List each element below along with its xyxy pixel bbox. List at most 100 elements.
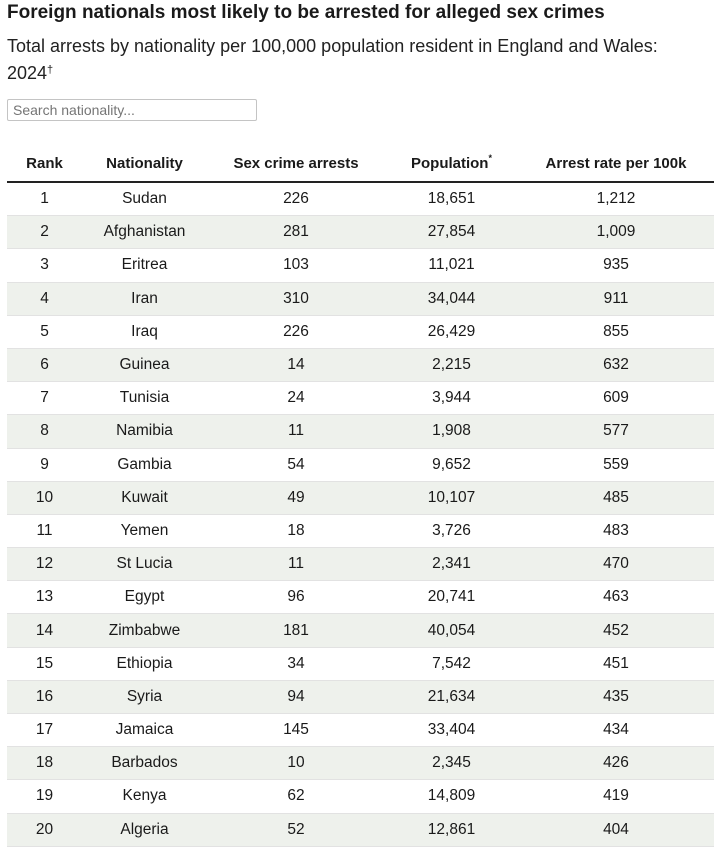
arrests-cell: 49 (207, 481, 385, 515)
arrests-cell: 94 (207, 680, 385, 715)
rate-cell: 911 (518, 282, 714, 316)
column-header-label: Arrest rate per 100k (545, 154, 687, 172)
population-cell: 2,341 (385, 547, 518, 582)
table-row: 7 Tunisia 24 3,944 609 (7, 381, 714, 416)
rate-cell: 935 (518, 248, 714, 283)
rank-cell: 11 (7, 514, 82, 549)
population-cell: 1,908 (385, 414, 518, 449)
arrests-cell: 54 (207, 448, 385, 482)
page-title: Foreign nationals most likely to be arre… (7, 2, 605, 23)
column-header-label: Nationality (106, 154, 183, 172)
table-row: 10 Kuwait 49 10,107 485 (7, 481, 714, 515)
arrests-cell: 281 (207, 215, 385, 250)
search-input[interactable] (7, 99, 257, 121)
rate-cell: 426 (518, 746, 714, 781)
nationality-cell: Guinea (82, 348, 207, 383)
table-row: 8 Namibia 11 1,908 577 (7, 414, 714, 449)
rank-cell: 2 (7, 215, 82, 250)
rate-cell: 1,009 (518, 215, 714, 250)
population-cell: 26,429 (385, 315, 518, 349)
arrests-cell: 96 (207, 580, 385, 615)
rate-cell: 419 (518, 779, 714, 814)
rank-cell: 16 (7, 680, 82, 715)
arrests-cell: 62 (207, 779, 385, 814)
column-header-rate[interactable]: Arrest rate per 100k (518, 145, 714, 183)
nationality-cell: Iran (82, 282, 207, 316)
table-row: 9 Gambia 54 9,652 559 (7, 448, 714, 482)
population-cell: 3,726 (385, 514, 518, 549)
arrests-cell: 10 (207, 746, 385, 781)
arrests-cell: 34 (207, 647, 385, 681)
table-row: 19 Kenya 62 14,809 419 (7, 779, 714, 814)
table-row: 3 Eritrea 103 11,021 935 (7, 248, 714, 283)
header-row: Rank Nationality Sex crime arrests Popul… (7, 145, 714, 183)
nationality-cell: Yemen (82, 514, 207, 549)
rank-cell: 3 (7, 248, 82, 283)
nationality-cell: Barbados (82, 746, 207, 781)
rate-cell: 609 (518, 381, 714, 416)
population-cell: 9,652 (385, 448, 518, 482)
table-row: 2 Afghanistan 281 27,854 1,009 (7, 215, 714, 250)
rank-cell: 6 (7, 348, 82, 383)
population-cell: 2,215 (385, 348, 518, 383)
population-cell: 3,944 (385, 381, 518, 416)
arrests-cell: 226 (207, 315, 385, 349)
rate-cell: 451 (518, 647, 714, 681)
population-cell: 21,634 (385, 680, 518, 715)
nationality-cell: Egypt (82, 580, 207, 615)
nationality-cell: Jamaica (82, 713, 207, 748)
nationality-cell: Syria (82, 680, 207, 715)
rate-cell: 559 (518, 448, 714, 482)
rate-cell: 483 (518, 514, 714, 549)
arrests-cell: 52 (207, 813, 385, 847)
population-cell: 14,809 (385, 779, 518, 814)
table-row: 14 Zimbabwe 181 40,054 452 (7, 613, 714, 648)
table-row: 6 Guinea 14 2,215 632 (7, 348, 714, 383)
population-cell: 7,542 (385, 647, 518, 681)
rank-cell: 18 (7, 746, 82, 781)
table-row: 15 Ethiopia 34 7,542 451 (7, 647, 714, 681)
column-header-population[interactable]: Population* (385, 145, 518, 183)
table-row: 17 Jamaica 145 33,404 434 (7, 713, 714, 748)
population-cell: 20,741 (385, 580, 518, 615)
population-cell: 11,021 (385, 248, 518, 283)
population-cell: 33,404 (385, 713, 518, 748)
column-header-arrests[interactable]: Sex crime arrests (207, 145, 385, 183)
rate-cell: 452 (518, 613, 714, 648)
subtitle-text: Total arrests by nationality per 100,000… (7, 36, 658, 83)
rank-cell: 19 (7, 779, 82, 814)
table-row: 16 Syria 94 21,634 435 (7, 680, 714, 715)
arrests-cell: 145 (207, 713, 385, 748)
arrests-cell: 11 (207, 547, 385, 582)
rate-cell: 485 (518, 481, 714, 515)
arrests-cell: 310 (207, 282, 385, 316)
rank-cell: 5 (7, 315, 82, 349)
nationality-cell: Algeria (82, 813, 207, 847)
rate-cell: 404 (518, 813, 714, 847)
arrests-cell: 11 (207, 414, 385, 449)
rate-cell: 632 (518, 348, 714, 383)
rank-cell: 12 (7, 547, 82, 582)
arrests-cell: 18 (207, 514, 385, 549)
column-header-label: Population (410, 154, 489, 172)
rank-cell: 15 (7, 647, 82, 681)
rank-cell: 1 (7, 182, 82, 217)
table-row: 12 St Lucia 11 2,341 470 (7, 547, 714, 582)
nationality-cell: Zimbabwe (82, 613, 207, 648)
population-cell: 2,345 (385, 746, 518, 781)
column-header-nationality[interactable]: Nationality (82, 145, 207, 183)
rank-cell: 4 (7, 282, 82, 316)
rank-cell: 17 (7, 713, 82, 748)
nationality-cell: St Lucia (82, 547, 207, 582)
table-body: 1 Sudan 226 18,651 1,212 2 Afghanistan 281 27,85… (7, 182, 714, 847)
population-cell: 10,107 (385, 481, 518, 515)
nationality-cell: Iraq (82, 315, 207, 349)
table-row: 1 Sudan 226 18,651 1,212 (7, 182, 714, 217)
column-header-rank[interactable]: Rank (7, 145, 82, 183)
rank-cell: 9 (7, 448, 82, 482)
population-cell: 12,861 (385, 813, 518, 847)
nationality-cell: Eritrea (82, 248, 207, 283)
rank-cell: 13 (7, 580, 82, 615)
rate-cell: 463 (518, 580, 714, 615)
nationality-cell: Namibia (82, 414, 207, 449)
